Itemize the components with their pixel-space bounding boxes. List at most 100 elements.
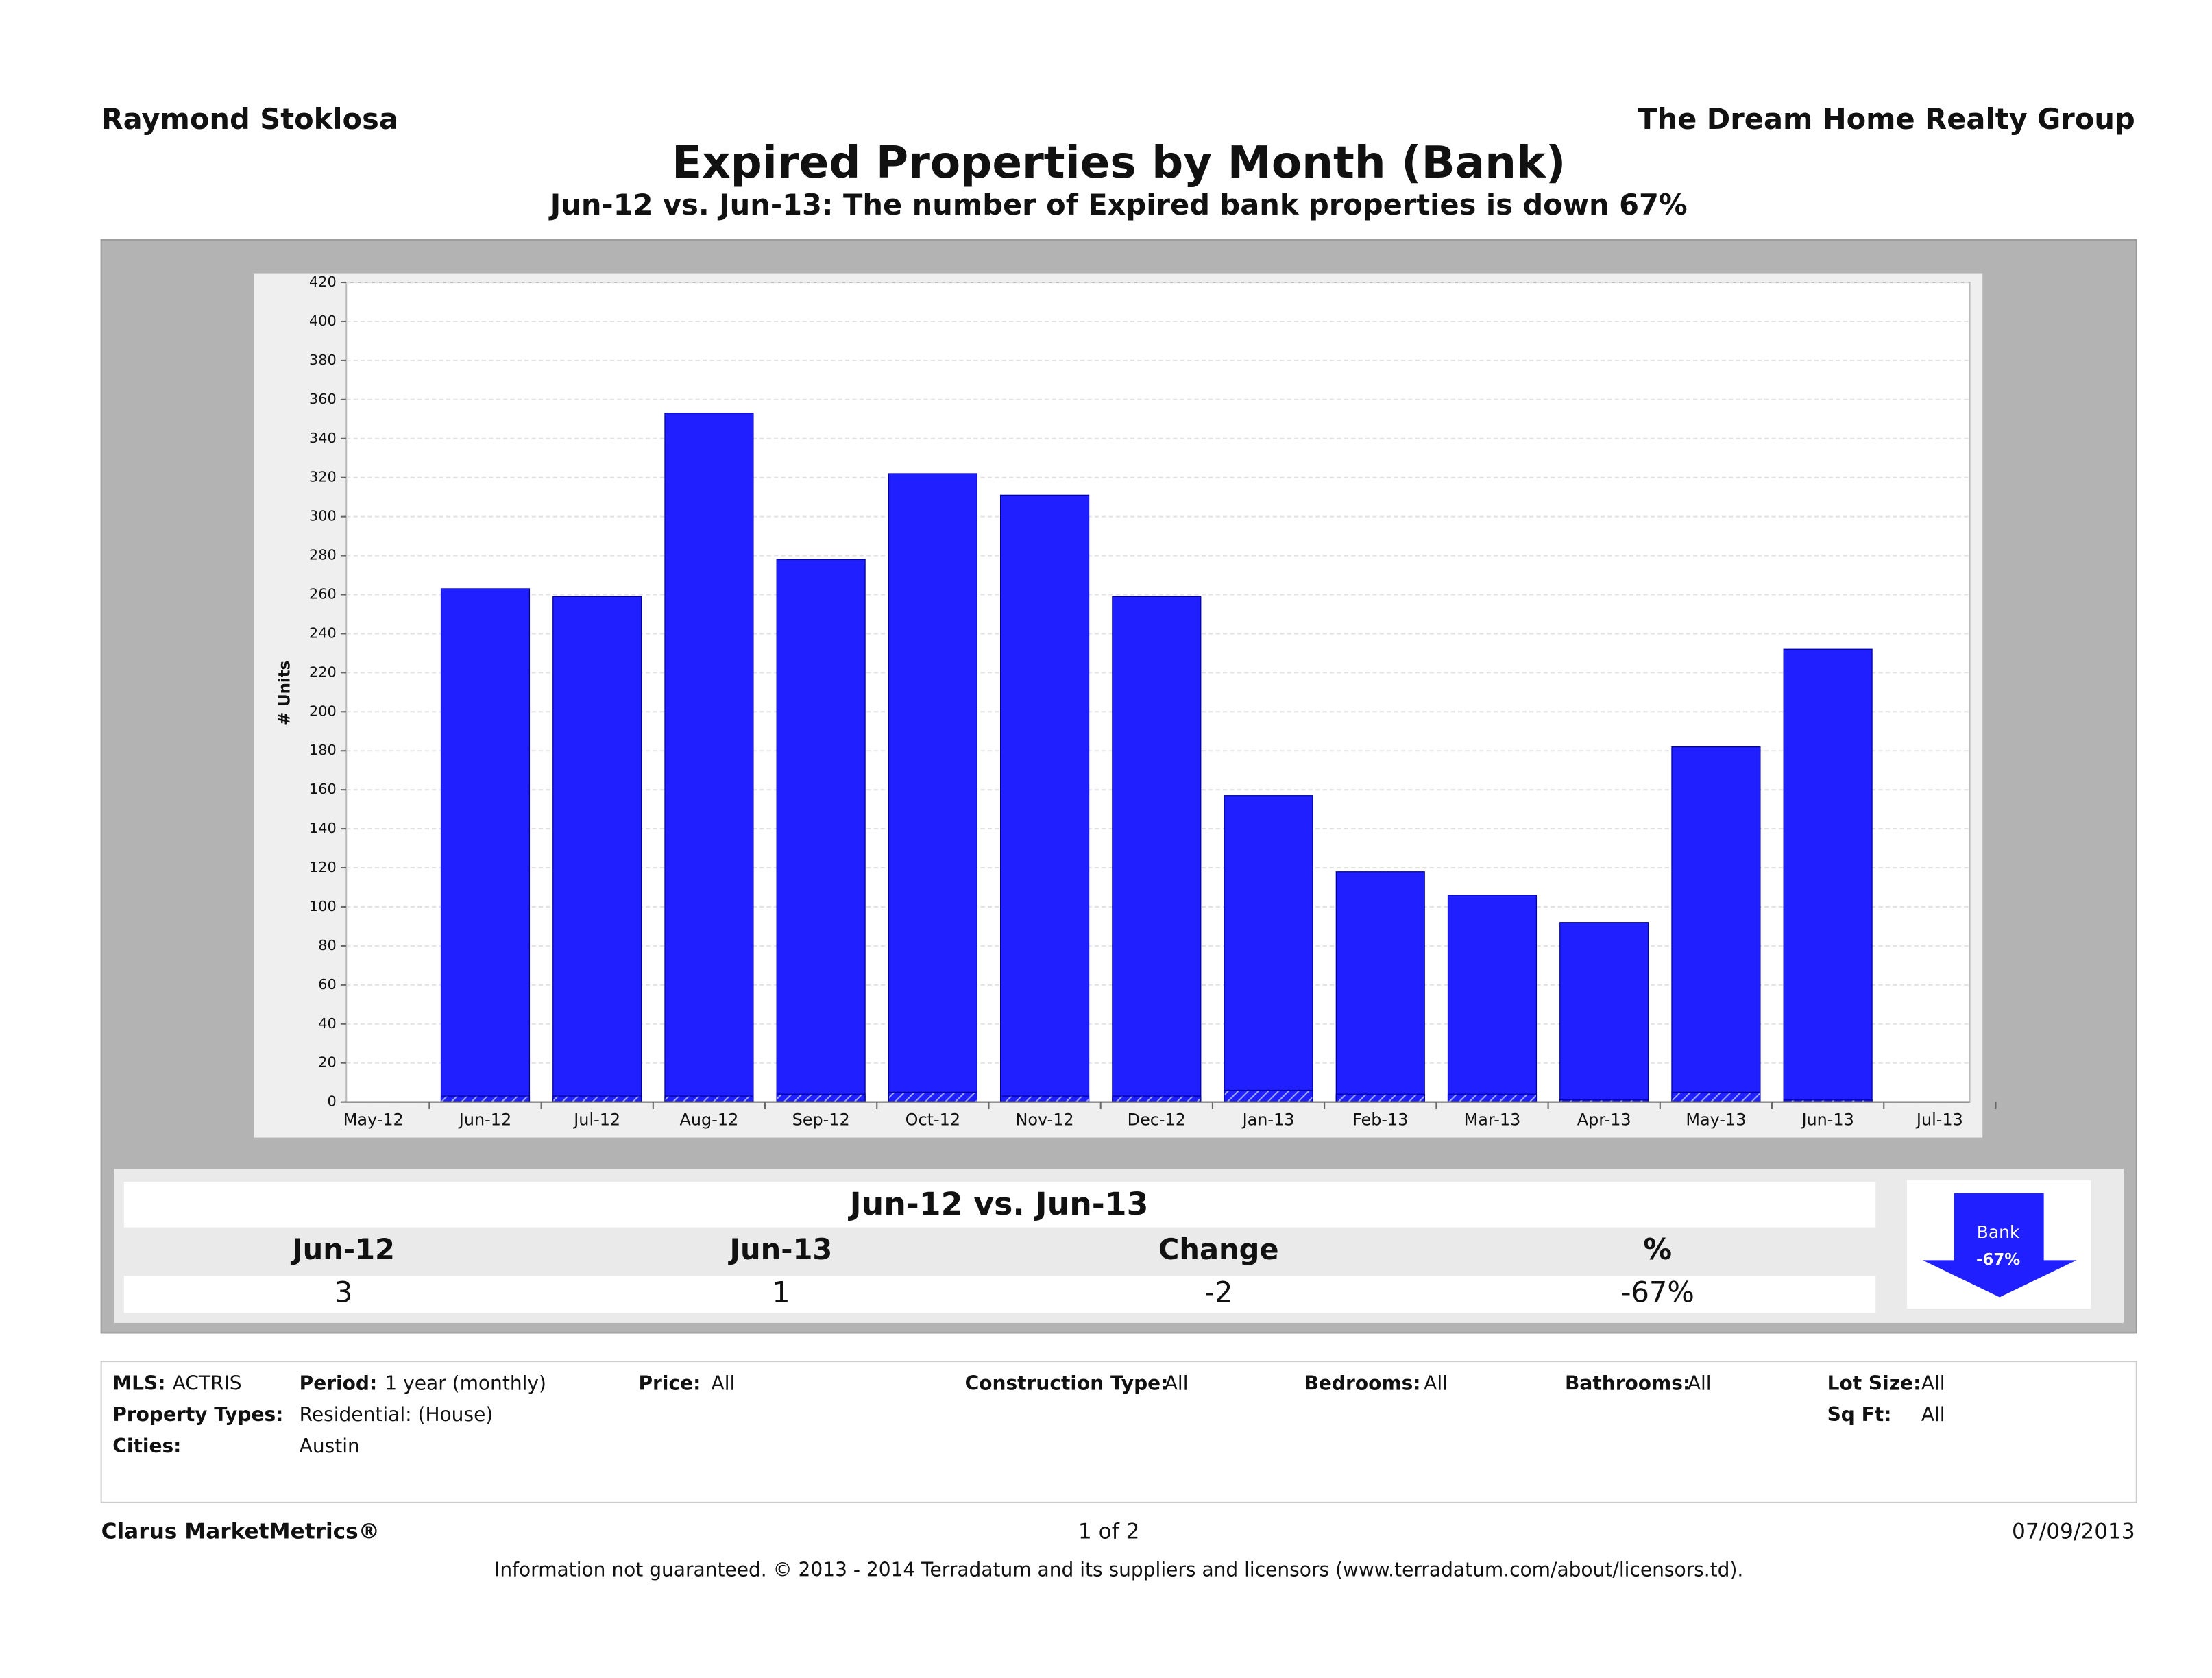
x-tick-label: May-13 — [1686, 1110, 1746, 1130]
filter-label: Bedrooms: — [1304, 1372, 1421, 1394]
filter-value: All — [1688, 1372, 1712, 1394]
filter-label: Construction Type: — [965, 1372, 1169, 1394]
y-tick-label: 100 — [309, 898, 337, 914]
filter-value: 1 year (monthly) — [385, 1372, 546, 1394]
bar — [1000, 494, 1090, 1103]
filter-value: All — [712, 1372, 736, 1394]
x-tick-label: Sep-12 — [792, 1110, 850, 1130]
x-tick-label: Jun-12 — [458, 1110, 511, 1130]
bar — [440, 588, 531, 1103]
y-tick-label: 180 — [309, 742, 337, 758]
y-tick-label: 40 — [318, 1015, 336, 1032]
x-tick-label: Oct-12 — [906, 1110, 960, 1130]
y-axis-label: # Units — [276, 661, 293, 725]
x-tick-label: Jul-12 — [572, 1110, 620, 1130]
y-tick-label: 360 — [309, 391, 337, 407]
filter-label: Property Types: — [112, 1403, 283, 1426]
summary-value: -2 — [1204, 1275, 1232, 1309]
summary-value: -67% — [1620, 1275, 1694, 1309]
y-tick-label: 280 — [309, 547, 337, 563]
filter-label: Cities: — [112, 1435, 181, 1457]
x-tick-label: Aug-12 — [680, 1110, 739, 1130]
bank-bar — [664, 1095, 754, 1103]
disclaimer: Information not guaranteed. © 2013 - 201… — [494, 1559, 1743, 1581]
bank-bar — [1671, 1091, 1761, 1103]
summary-value: 1 — [772, 1275, 790, 1309]
y-tick-label: 120 — [309, 859, 337, 875]
down-arrow — [1922, 1193, 2077, 1298]
filter-value: All — [1921, 1403, 1945, 1426]
summary-header: Change — [1158, 1232, 1279, 1266]
x-tick-label: Apr-13 — [1577, 1110, 1631, 1130]
filter-value: All — [1424, 1372, 1448, 1394]
bar — [1559, 922, 1649, 1103]
summary-value-band — [123, 1276, 1876, 1313]
filter-value: Austin — [300, 1435, 360, 1457]
x-tick-label: Nov-12 — [1016, 1110, 1074, 1130]
filter-value: All — [1165, 1372, 1189, 1394]
filter-value: Residential: (House) — [300, 1403, 494, 1426]
bank-bar — [888, 1091, 977, 1103]
agent-name: Raymond Stoklosa — [101, 102, 398, 136]
y-tick-label: 240 — [309, 624, 337, 641]
bar — [888, 473, 977, 1103]
bank-bar — [440, 1095, 531, 1103]
bar — [776, 559, 866, 1103]
y-tick-label: 300 — [309, 508, 337, 524]
x-tick-label: Feb-13 — [1352, 1110, 1408, 1130]
summary-value: 3 — [335, 1275, 352, 1309]
y-tick-label: 80 — [318, 937, 336, 953]
chart-subtitle: Jun-12 vs. Jun-13: The number of Expired… — [548, 188, 1688, 221]
y-tick-label: 0 — [327, 1093, 336, 1110]
filter-value: ACTRIS — [173, 1372, 242, 1394]
filter-value: All — [1921, 1372, 1945, 1394]
bank-bar — [1112, 1095, 1202, 1103]
summary-title-band — [123, 1182, 1876, 1228]
bank-bar — [1224, 1089, 1313, 1103]
y-tick-label: 200 — [309, 703, 337, 719]
filter-label: Lot Size: — [1827, 1372, 1921, 1394]
y-tick-label: 420 — [309, 273, 337, 290]
page-number: 1 of 2 — [1078, 1520, 1140, 1544]
chart-title: Expired Properties by Month (Bank) — [672, 137, 1566, 189]
bar — [1447, 895, 1538, 1103]
summary-header: Jun-12 — [290, 1232, 395, 1266]
report-date: 07/09/2013 — [2012, 1520, 2135, 1544]
bank-bar — [552, 1095, 642, 1103]
filter-label: Sq Ft: — [1827, 1403, 1892, 1426]
x-tick-label: Dec-12 — [1128, 1110, 1186, 1130]
y-tick-label: 20 — [318, 1054, 336, 1071]
x-tick-label: Jun-13 — [1800, 1110, 1854, 1130]
y-tick-label: 260 — [309, 586, 337, 603]
brand: Clarus MarketMetrics® — [101, 1520, 380, 1544]
bar — [1112, 596, 1202, 1103]
summary-header: Jun-13 — [728, 1232, 833, 1266]
bar — [552, 596, 642, 1103]
y-tick-label: 340 — [309, 430, 337, 446]
y-tick-label: 320 — [309, 469, 337, 485]
bar — [1335, 871, 1425, 1103]
filter-label: MLS: — [112, 1372, 165, 1394]
bank-bar — [1335, 1093, 1425, 1103]
filter-label: Bathrooms: — [1565, 1372, 1690, 1394]
x-tick-label: Mar-13 — [1464, 1110, 1521, 1130]
x-tick-label: May-12 — [343, 1110, 404, 1130]
filters-box — [100, 1361, 2137, 1503]
x-tick-label: Jul-13 — [1915, 1110, 1963, 1130]
bar — [1671, 746, 1761, 1103]
plot: 0 20 40 60 80 100 120 140 160 180 200 220 240 260 280 3… — [309, 273, 1997, 1130]
y-tick-label: 140 — [309, 820, 337, 836]
x-tick-label: Jan-13 — [1241, 1110, 1295, 1130]
bar — [1783, 648, 1873, 1103]
summary-table: Jun-12 3 Jun-13 1 Change -2% -67% — [290, 1232, 1694, 1309]
summary-header: % — [1643, 1232, 1672, 1266]
y-tick-label: 60 — [318, 976, 336, 993]
badge-label: Bank — [1977, 1222, 2020, 1242]
bar — [664, 413, 754, 1103]
y-tick-label: 380 — [309, 352, 337, 368]
y-tick-label: 400 — [309, 313, 337, 329]
badge-value: -67% — [1976, 1251, 2020, 1269]
y-tick-label: 160 — [309, 781, 337, 797]
filter-label: Period: — [300, 1372, 378, 1394]
